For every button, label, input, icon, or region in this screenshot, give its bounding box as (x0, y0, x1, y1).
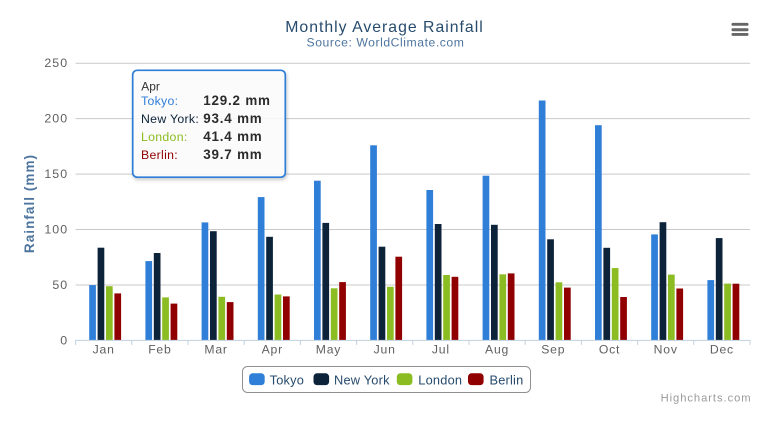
svg-text:Tokyo: Tokyo (270, 372, 304, 387)
svg-text:Oct: Oct (599, 343, 620, 357)
svg-text:0: 0 (60, 333, 68, 347)
svg-text:May: May (316, 343, 342, 357)
svg-text:Apr: Apr (262, 343, 283, 357)
svg-text:Monthly Average Rainfall: Monthly Average Rainfall (285, 19, 483, 36)
svg-text:Jul: Jul (432, 343, 450, 357)
svg-text:Berlin:: Berlin: (141, 148, 178, 162)
svg-text:150: 150 (44, 167, 68, 181)
svg-text:200: 200 (44, 112, 68, 126)
svg-text:Berlin: Berlin (490, 372, 524, 387)
svg-text:Aug: Aug (485, 343, 509, 357)
svg-text:Sep: Sep (541, 343, 565, 357)
svg-text:Nov: Nov (654, 343, 678, 357)
svg-text:Apr: Apr (141, 79, 160, 93)
svg-text:93.4 mm: 93.4 mm (203, 111, 262, 126)
svg-text:Feb: Feb (148, 343, 171, 357)
svg-text:Jun: Jun (374, 343, 396, 357)
svg-text:New York: New York (334, 372, 390, 387)
svg-text:Source: WorldClimate.com: Source: WorldClimate.com (307, 36, 465, 50)
svg-text:129.2 mm: 129.2 mm (203, 93, 270, 108)
svg-text:250: 250 (44, 56, 68, 70)
svg-text:Rainfall (mm): Rainfall (mm) (22, 154, 37, 253)
svg-text:Highcharts.com: Highcharts.com (661, 393, 752, 405)
svg-text:Dec: Dec (710, 343, 734, 357)
svg-text:100: 100 (44, 223, 68, 237)
svg-text:London:: London: (141, 130, 188, 144)
svg-text:London: London (418, 372, 462, 387)
svg-text:Jan: Jan (93, 343, 115, 357)
svg-text:41.4 mm: 41.4 mm (203, 129, 262, 144)
svg-text:Mar: Mar (204, 343, 227, 357)
svg-text:New York:: New York: (141, 112, 199, 126)
svg-text:Tokyo:: Tokyo: (141, 94, 178, 108)
svg-text:50: 50 (52, 278, 68, 292)
svg-text:39.7 mm: 39.7 mm (203, 147, 262, 162)
